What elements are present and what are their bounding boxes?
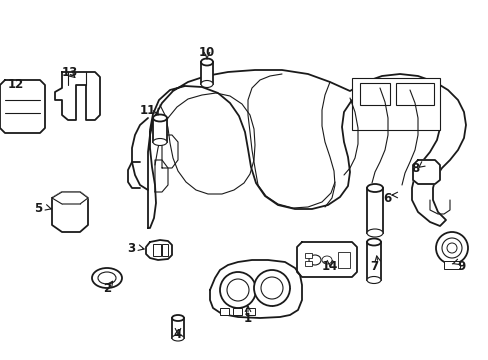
Polygon shape	[55, 72, 100, 120]
Ellipse shape	[98, 272, 116, 284]
Ellipse shape	[201, 81, 213, 87]
Ellipse shape	[92, 268, 122, 288]
Ellipse shape	[308, 255, 320, 265]
Bar	[366, 242, 380, 280]
Polygon shape	[148, 70, 465, 228]
Ellipse shape	[366, 238, 380, 246]
Polygon shape	[296, 242, 356, 277]
Ellipse shape	[366, 229, 382, 237]
Bar	[153, 244, 161, 256]
Text: 5: 5	[34, 202, 42, 215]
Circle shape	[435, 232, 467, 264]
Circle shape	[261, 277, 283, 299]
Bar	[220, 308, 228, 315]
Text: 12: 12	[8, 78, 24, 91]
Bar	[359, 83, 389, 105]
Ellipse shape	[366, 184, 382, 192]
Circle shape	[226, 279, 248, 301]
Bar	[305, 253, 311, 258]
Text: 10: 10	[199, 45, 215, 58]
Text: 9: 9	[456, 260, 464, 273]
Circle shape	[446, 243, 456, 253]
Polygon shape	[52, 192, 88, 204]
Bar	[337, 252, 349, 268]
Ellipse shape	[366, 276, 380, 284]
Text: 14: 14	[321, 260, 338, 273]
Polygon shape	[412, 160, 439, 184]
Ellipse shape	[172, 335, 183, 341]
Text: 6: 6	[383, 192, 391, 204]
Circle shape	[220, 272, 256, 308]
Bar	[153, 118, 167, 142]
Ellipse shape	[153, 114, 167, 122]
Text: 11: 11	[140, 104, 156, 117]
Bar	[172, 318, 183, 338]
Text: 2: 2	[103, 282, 111, 294]
Circle shape	[441, 238, 461, 258]
Ellipse shape	[153, 139, 167, 145]
Bar	[443, 261, 459, 269]
Text: 7: 7	[369, 260, 377, 273]
Ellipse shape	[172, 315, 183, 321]
Bar	[305, 261, 311, 266]
Polygon shape	[209, 260, 302, 318]
Bar	[395, 83, 433, 105]
Bar	[201, 62, 213, 84]
Polygon shape	[52, 192, 88, 232]
Bar	[366, 188, 382, 233]
Text: 8: 8	[410, 162, 418, 175]
Text: 3: 3	[126, 242, 135, 255]
Text: 4: 4	[174, 328, 182, 342]
Bar	[162, 244, 168, 256]
Ellipse shape	[201, 58, 213, 66]
Circle shape	[253, 270, 289, 306]
Polygon shape	[146, 240, 172, 260]
Polygon shape	[0, 80, 45, 133]
Bar	[245, 308, 254, 315]
Ellipse shape	[321, 256, 331, 264]
Bar	[232, 308, 242, 315]
Text: 13: 13	[62, 66, 78, 78]
Bar	[351, 78, 439, 130]
Text: 1: 1	[244, 311, 251, 324]
